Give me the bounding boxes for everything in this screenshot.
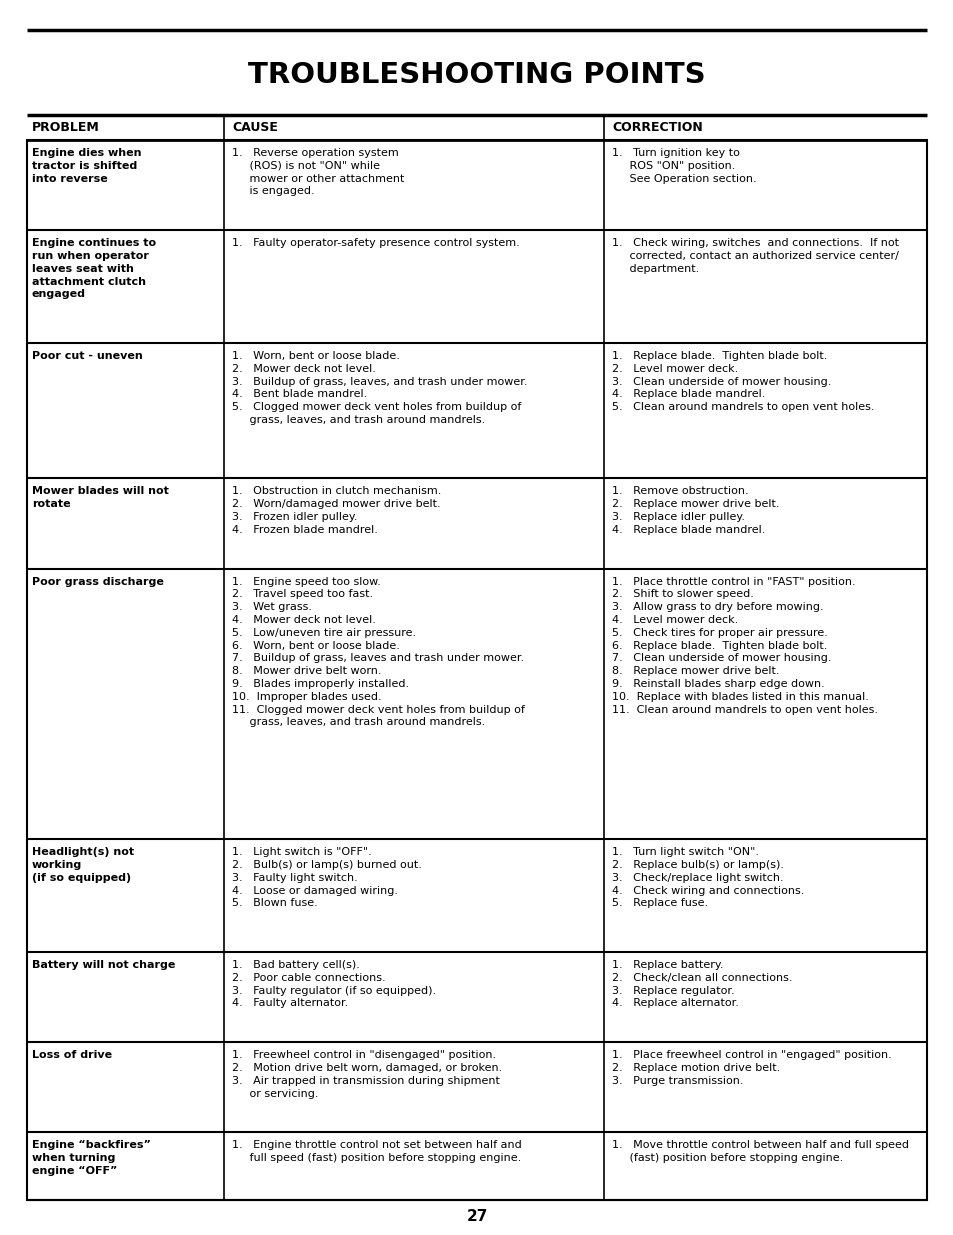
Text: 1.   Faulty operator-safety presence control system.: 1. Faulty operator-safety presence contr… (232, 238, 519, 248)
Text: Battery will not charge: Battery will not charge (32, 960, 175, 969)
Text: CORRECTION: CORRECTION (612, 121, 702, 135)
Text: Mower blades will not
rotate: Mower blades will not rotate (32, 487, 169, 509)
Text: Poor cut - uneven: Poor cut - uneven (32, 351, 143, 361)
Text: 1.   Turn ignition key to
     ROS "ON" position.
     See Operation section.: 1. Turn ignition key to ROS "ON" positio… (612, 148, 756, 184)
Text: Headlight(s) not
working
(if so equipped): Headlight(s) not working (if so equipped… (32, 847, 134, 883)
Text: Poor grass discharge: Poor grass discharge (32, 577, 164, 587)
Text: 1.   Freewheel control in "disengaged" position.
2.   Motion drive belt worn, da: 1. Freewheel control in "disengaged" pos… (232, 1050, 501, 1098)
Text: TROUBLESHOOTING POINTS: TROUBLESHOOTING POINTS (248, 61, 705, 89)
Text: 1.   Light switch is "OFF".
2.   Bulb(s) or lamp(s) burned out.
3.   Faulty ligh: 1. Light switch is "OFF". 2. Bulb(s) or … (232, 847, 421, 909)
Text: 1.   Replace battery.
2.   Check/clean all connections.
3.   Replace regulator.
: 1. Replace battery. 2. Check/clean all c… (612, 960, 792, 1008)
Text: 1.   Bad battery cell(s).
2.   Poor cable connections.
3.   Faulty regulator (if: 1. Bad battery cell(s). 2. Poor cable co… (232, 960, 436, 1008)
Bar (27, 140, 926, 1200)
Text: 1.   Reverse operation system
     (ROS) is not "ON" while
     mower or other a: 1. Reverse operation system (ROS) is not… (232, 148, 404, 196)
Text: Loss of drive: Loss of drive (32, 1050, 112, 1060)
Text: 1.   Place freewheel control in "engaged" position.
2.   Replace motion drive be: 1. Place freewheel control in "engaged" … (612, 1050, 891, 1086)
Text: 1.   Engine speed too slow.
2.   Travel speed too fast.
3.   Wet grass.
4.   Mow: 1. Engine speed too slow. 2. Travel spee… (232, 577, 524, 727)
Text: 1.   Move throttle control between half and full speed
     (fast) position befo: 1. Move throttle control between half an… (612, 1140, 908, 1163)
Text: 1.   Place throttle control in "FAST" position.
2.   Shift to slower speed.
3.  : 1. Place throttle control in "FAST" posi… (612, 577, 877, 715)
Text: 1.   Obstruction in clutch mechanism.
2.   Worn/damaged mower drive belt.
3.   F: 1. Obstruction in clutch mechanism. 2. W… (232, 487, 441, 535)
Text: PROBLEM: PROBLEM (32, 121, 100, 135)
Text: Engine “backfires”
when turning
engine “OFF”: Engine “backfires” when turning engine “… (32, 1140, 151, 1176)
Text: 1.   Worn, bent or loose blade.
2.   Mower deck not level.
3.   Buildup of grass: 1. Worn, bent or loose blade. 2. Mower d… (232, 351, 527, 425)
Text: 27: 27 (466, 1209, 487, 1224)
Text: CAUSE: CAUSE (232, 121, 277, 135)
Text: 1.   Engine throttle control not set between half and
     full speed (fast) pos: 1. Engine throttle control not set betwe… (232, 1140, 521, 1163)
Text: 1.   Remove obstruction.
2.   Replace mower drive belt.
3.   Replace idler pulle: 1. Remove obstruction. 2. Replace mower … (612, 487, 779, 535)
Text: Engine continues to
run when operator
leaves seat with
attachment clutch
engaged: Engine continues to run when operator le… (32, 238, 156, 299)
Text: 1.   Replace blade.  Tighten blade bolt.
2.   Level mower deck.
3.   Clean under: 1. Replace blade. Tighten blade bolt. 2.… (612, 351, 874, 412)
Text: Engine dies when
tractor is shifted
into reverse: Engine dies when tractor is shifted into… (32, 148, 141, 184)
Text: 1.   Turn light switch "ON".
2.   Replace bulb(s) or lamp(s).
3.   Check/replace: 1. Turn light switch "ON". 2. Replace bu… (612, 847, 803, 909)
Text: 1.   Check wiring, switches  and connections.  If not
     corrected, contact an: 1. Check wiring, switches and connection… (612, 238, 898, 274)
